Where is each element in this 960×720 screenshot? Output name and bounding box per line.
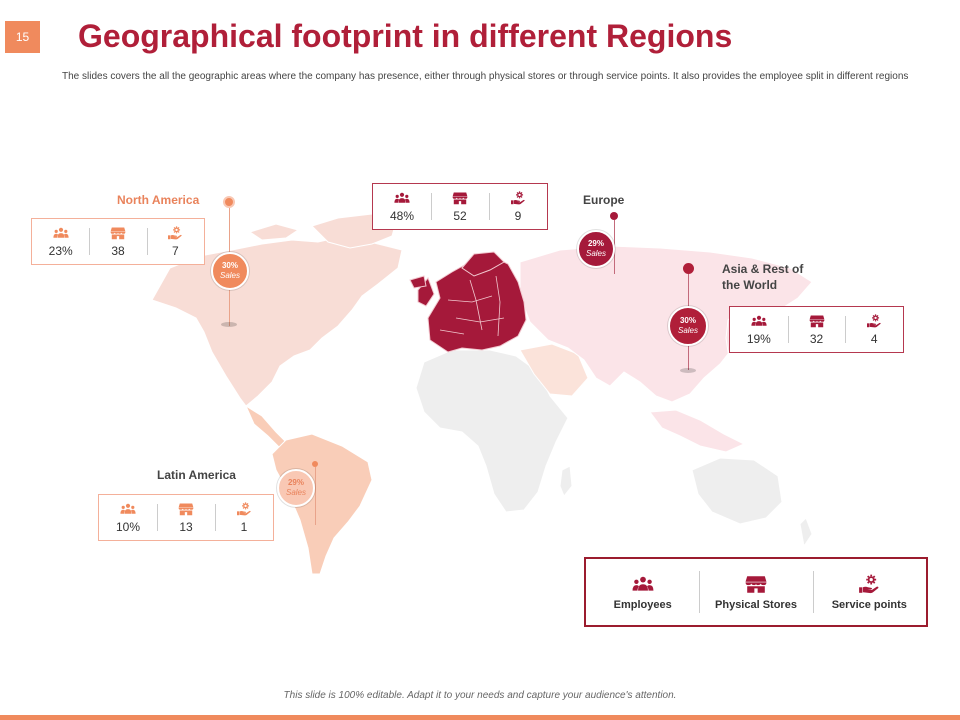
map-middle-east: [519, 343, 589, 397]
map-madagascar: [559, 465, 573, 497]
map-africa: [415, 349, 569, 513]
north-america-sales-pct: 30%: [221, 261, 238, 270]
service-hand-icon: [866, 314, 882, 328]
map-central-america: [244, 404, 287, 449]
map-europe-borders: [439, 275, 505, 337]
north-america-employees: 23%: [32, 219, 89, 264]
asia-sales-bubble: 30% Sales: [668, 306, 708, 346]
north-america-stores-value: 38: [111, 243, 125, 258]
north-america-sales-label: Sales: [219, 271, 240, 280]
north-america-service: 7: [146, 219, 204, 264]
north-america-stats: 23% 38 7: [31, 218, 205, 265]
europe-service-value: 9: [514, 208, 522, 223]
bottom-accent-bar: [0, 715, 960, 720]
europe-employees-value: 48%: [389, 208, 415, 223]
latin-america-stores: 13: [157, 495, 215, 540]
footer-note: This slide is 100% editable. Adapt it to…: [283, 690, 677, 701]
legend-stores: Physical Stores: [699, 559, 812, 625]
europe-employees: 48%: [373, 184, 431, 229]
employees-icon: [751, 314, 767, 328]
north-america-sales-bubble: 30% Sales: [211, 252, 249, 290]
latin-america-service: 1: [215, 495, 273, 540]
asia-employees-value: 19%: [746, 331, 771, 346]
latin-america-sales-bubble: 29% Sales: [277, 469, 315, 507]
latin-america-sales-pct: 29%: [287, 478, 304, 487]
slide-title: Geographical footprint in different Regi…: [78, 18, 733, 54]
employees-icon: [120, 502, 136, 516]
map-asia: [519, 245, 813, 403]
store-icon: [809, 314, 825, 328]
europe-sales-bubble: 29% Sales: [577, 230, 615, 268]
europe-service: 9: [489, 184, 547, 229]
asia-label-line2: the World: [722, 278, 778, 292]
latin-america-pin-line: [315, 467, 316, 525]
north-america-employees-value: 23%: [48, 243, 73, 258]
asia-stores-value: 32: [809, 331, 824, 346]
latin-america-employees-value: 10%: [115, 519, 141, 534]
legend-box: Employees Physical Stores Service points: [584, 557, 928, 627]
latin-america-stats: 10% 13 1: [98, 494, 274, 541]
latin-america-employees: 10%: [99, 495, 157, 540]
asia-sales-label: Sales: [677, 326, 698, 335]
europe-stats: 48% 52 9: [372, 183, 548, 230]
latin-america-label: Latin America: [157, 468, 236, 482]
asia-stores: 32: [787, 307, 846, 352]
store-icon: [178, 502, 194, 516]
legend-stores-label: Physical Stores: [715, 598, 797, 611]
north-america-service-value: 7: [171, 243, 179, 258]
latin-america-pin: [312, 461, 318, 467]
service-hand-icon: [510, 191, 526, 205]
map-canada-islands: [248, 223, 300, 241]
legend-employees-label: Employees: [613, 598, 672, 611]
europe-sales-label: Sales: [585, 249, 606, 258]
latin-america-sales-label: Sales: [285, 488, 306, 497]
europe-stores: 52: [431, 184, 489, 229]
service-hand-icon: [858, 574, 880, 594]
asia-service-value: 4: [870, 331, 878, 346]
asia-pin: [683, 263, 694, 274]
asia-pin-shadow: [680, 368, 696, 373]
employees-icon: [53, 226, 69, 240]
europe-label: Europe: [583, 193, 625, 207]
latin-america-service-value: 1: [240, 519, 248, 534]
north-america-pin-shadow: [221, 322, 237, 327]
europe-sales-pct: 29%: [587, 239, 604, 248]
europe-stores-value: 52: [453, 208, 467, 223]
asia-employees: 19%: [730, 307, 788, 352]
slide-number: 15: [5, 21, 40, 53]
map-scandinavia: [461, 251, 505, 277]
asia-sales-pct: 30%: [679, 316, 696, 325]
asia-stats: 19% 32 4: [729, 306, 904, 353]
employees-icon: [632, 574, 654, 594]
legend-employees: Employees: [586, 559, 699, 625]
asia-label-line1: Asia & Rest of: [722, 262, 804, 276]
map-iceland: [409, 275, 427, 289]
service-hand-icon: [167, 226, 183, 240]
store-icon: [452, 191, 468, 205]
map-uk: [417, 277, 435, 307]
latin-america-stores-value: 13: [179, 519, 193, 534]
store-icon: [745, 574, 767, 594]
legend-service-label: Service points: [831, 598, 907, 611]
store-icon: [110, 226, 126, 240]
legend-service: Service points: [812, 559, 926, 625]
asia-service: 4: [845, 307, 903, 352]
north-america-label: North America: [117, 193, 200, 207]
employees-icon: [394, 191, 410, 205]
slide-subtitle: The slides covers the all the geographic…: [62, 71, 909, 82]
map-australia: [691, 457, 783, 525]
map-new-zealand: [799, 517, 813, 548]
map-southeast-asia: [649, 409, 746, 453]
north-america-pin: [223, 196, 235, 208]
europe-pin: [610, 212, 618, 220]
north-america-stores: 38: [89, 219, 146, 264]
service-hand-icon: [236, 502, 252, 516]
